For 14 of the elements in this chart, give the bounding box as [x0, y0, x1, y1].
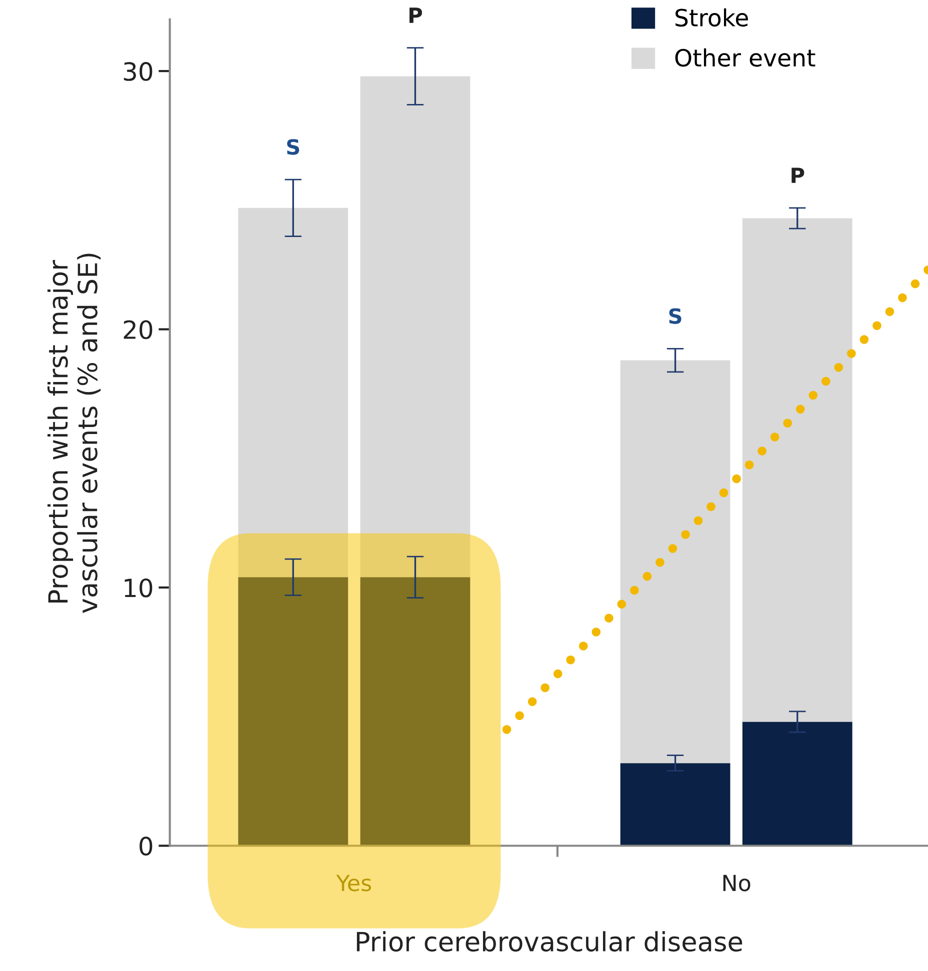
y-tick-label: 10 — [124, 578, 152, 598]
x-tick-label: S — [669, 308, 682, 324]
legend-label: Other event — [675, 48, 816, 67]
text: Yes — [336, 874, 372, 892]
x-tick-label: P — [410, 8, 422, 23]
legend-label: Stroke — [676, 8, 748, 27]
y-axis-title: Proportion with first major vascular events (% and SE) — [48, 254, 101, 613]
x-tick-label: S — [287, 139, 300, 155]
y-tick-label: 0 — [140, 836, 152, 856]
x-axis-title: Prior cerebrovascular disease — [356, 931, 742, 952]
y-tick-label: 30 — [124, 62, 152, 81]
x-tick-label: P — [792, 168, 804, 183]
text: No — [723, 874, 750, 892]
y-tick-label: 20 — [124, 320, 152, 340]
